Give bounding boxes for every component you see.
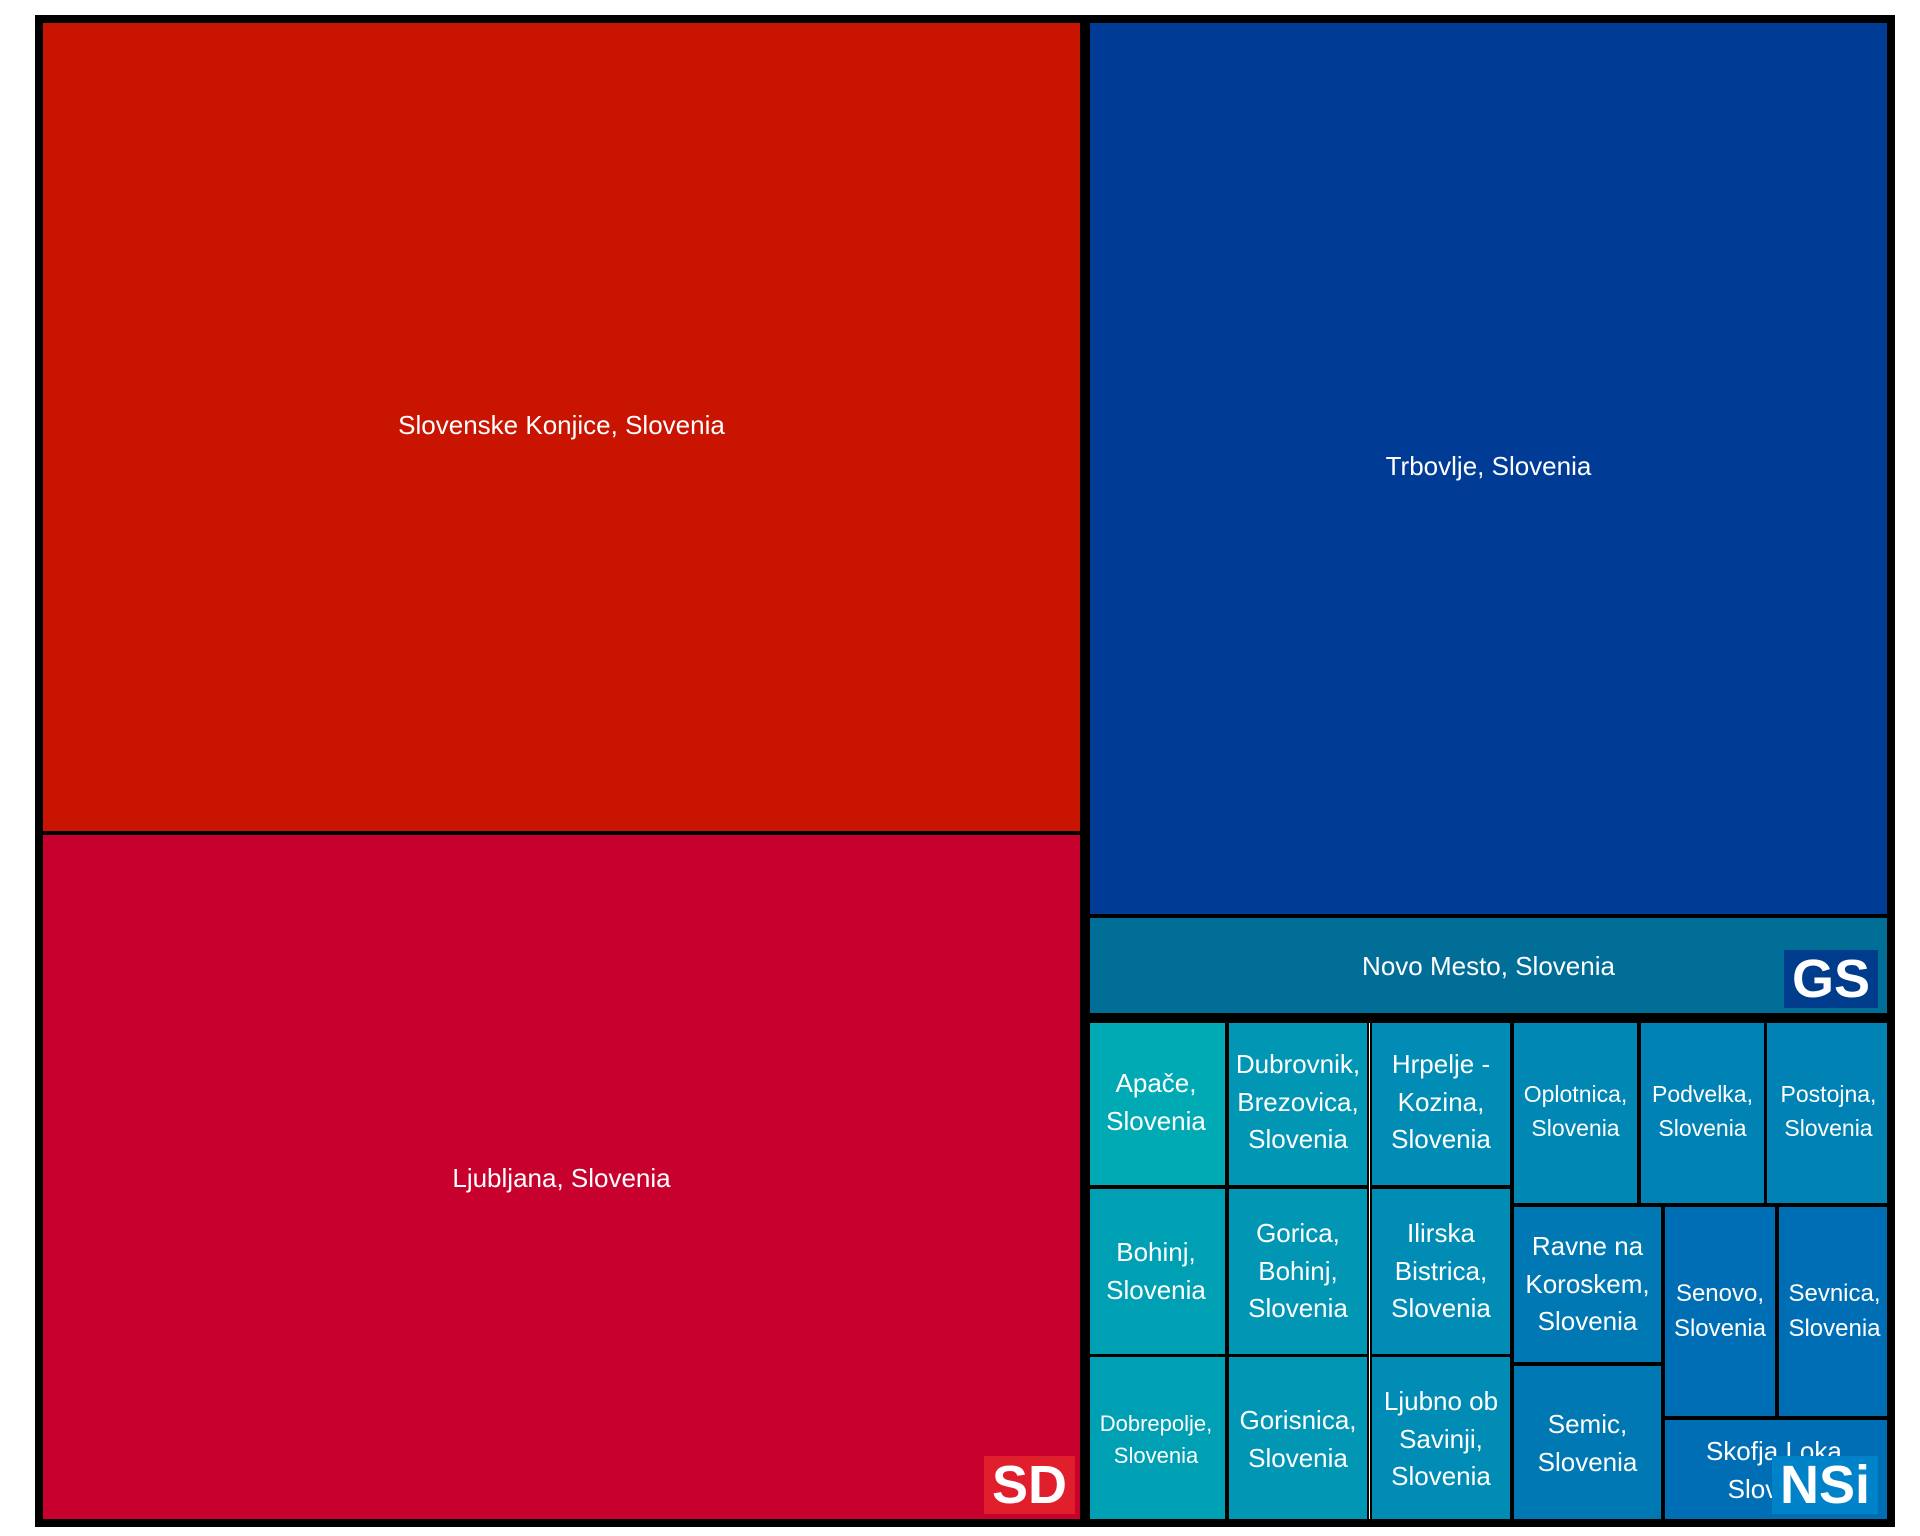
tile-semic-slovenia: Semic, Slovenia (1512, 1364, 1663, 1524)
tile-apa-e-slovenia: Apače, Slovenia (1085, 1018, 1227, 1187)
group-label-nsi: NSi (1772, 1456, 1879, 1514)
tile-slovenske-konjice-slovenia: Slovenske Konjice, Slovenia (38, 18, 1085, 833)
tile-label: Ljubno ob Savinji, Slovenia (1383, 1385, 1499, 1492)
tile-label: Dobrepolje, Slovenia (1099, 1410, 1213, 1468)
tile-gorisnica-slovenia: Gorisnica, Slovenia (1227, 1355, 1369, 1524)
tile-dobrepolje-slovenia: Dobrepolje, Slovenia (1085, 1355, 1227, 1524)
tile-postojna-slovenia: Postojna, Slovenia (1765, 1018, 1892, 1205)
tile-sevnica-slovenia: Sevnica, Slovenia (1777, 1205, 1892, 1418)
tile-gorica-bohinj-slovenia: Gorica, Bohinj, Slovenia (1227, 1187, 1369, 1356)
tile-label: Trbovlje, Slovenia (1385, 451, 1592, 482)
tile-label: Ljubljana, Slovenia (452, 1162, 671, 1193)
tile-label: Novo Mesto, Slovenia (1362, 951, 1615, 982)
tile-label: Ilirska Bistrica, Slovenia (1391, 1217, 1491, 1324)
tile-label: Slovenske Konjice, Slovenia (398, 409, 725, 440)
tile-podvelka-slovenia: Podvelka, Slovenia (1639, 1018, 1766, 1205)
tile-trbovlje-slovenia: Trbovlje, Slovenia (1085, 18, 1892, 916)
group-label-gs: GS (1784, 950, 1879, 1008)
tile-ljubljana-slovenia: Ljubljana, Slovenia (38, 833, 1085, 1524)
tile-label: Semic, Slovenia (1537, 1409, 1638, 1477)
tile-label: Oplotnica, Slovenia (1523, 1081, 1628, 1141)
tile-label: Gorica, Bohinj, Slovenia (1248, 1217, 1348, 1324)
tile-label: Apače, Slovenia (1106, 1067, 1206, 1136)
tile-label: Senovo, Slovenia (1673, 1279, 1767, 1342)
tile-label: Dubrovnik, Brezovica, Slovenia (1235, 1048, 1361, 1155)
tile-hrpelje-kozina-slovenia: Hrpelje - Kozina, Slovenia (1370, 1018, 1512, 1187)
tile-label: Gorisnica, Slovenia (1239, 1404, 1357, 1473)
tile-ilirska-bistrica-slovenia: Ilirska Bistrica, Slovenia (1370, 1187, 1512, 1356)
tile-label: Bohinj, Slovenia (1106, 1236, 1206, 1305)
tile-senovo-slovenia: Senovo, Slovenia (1663, 1205, 1777, 1418)
tile-ravne-na-koroskem-slovenia: Ravne na Koroskem, Slovenia (1512, 1205, 1663, 1364)
tile-ljubno-ob-savinji-slovenia: Ljubno ob Savinji, Slovenia (1370, 1355, 1512, 1524)
tile-bohinj-slovenia: Bohinj, Slovenia (1085, 1187, 1227, 1356)
tile-dubrovnik-brezovica-slovenia: Dubrovnik, Brezovica, Slovenia (1227, 1018, 1369, 1187)
group-label-sd: SD (984, 1456, 1076, 1514)
tile-label: Hrpelje - Kozina, Slovenia (1391, 1048, 1491, 1155)
tile-label: Ravne na Koroskem, Slovenia (1525, 1230, 1650, 1337)
tile-label: Postojna, Slovenia (1780, 1081, 1877, 1141)
tile-oplotnica-slovenia: Oplotnica, Slovenia (1512, 1018, 1639, 1205)
tile-label: Podvelka, Slovenia (1651, 1081, 1753, 1141)
tile-label: Sevnica, Slovenia (1788, 1279, 1881, 1342)
tile-novo-mesto-slovenia: Novo Mesto, Slovenia (1085, 916, 1892, 1018)
